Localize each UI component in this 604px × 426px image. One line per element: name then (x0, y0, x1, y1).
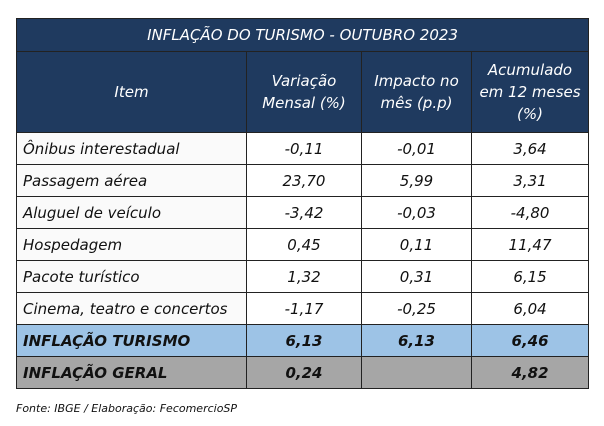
row-label: INFLAÇÃO TURISMO (16, 324, 247, 357)
cell-value: 11,47 (470, 228, 590, 261)
source-note: Fonte: IBGE / Elaboração: FecomercioSP (16, 402, 238, 415)
cell-value: -0,03 (361, 196, 472, 229)
cell-value: 0,11 (361, 228, 472, 261)
cell-value: 6,46 (470, 324, 590, 357)
table-row: Hospedagem 0,45 0,11 11,47 (16, 228, 590, 261)
row-label: Cinema, teatro e concertos (16, 292, 247, 325)
row-label: Aluguel de veículo (16, 196, 247, 229)
row-label: Passagem aérea (16, 164, 247, 197)
cell-value (361, 356, 472, 389)
cell-value: -1,17 (246, 292, 362, 325)
cell-value: 3,31 (470, 164, 590, 197)
inflation-table: INFLAÇÃO DO TURISMO - OUTUBRO 2023 Item V… (15, 18, 590, 389)
table-title: INFLAÇÃO DO TURISMO - OUTUBRO 2023 (15, 18, 590, 52)
cell-value: 0,24 (246, 356, 362, 389)
cell-value: 6,13 (361, 324, 472, 357)
table-row: Cinema, teatro e concertos -1,17 -0,25 6,04 (16, 292, 590, 325)
column-header: Impacto no mês (p.p) (361, 51, 472, 133)
row-label: INFLAÇÃO GERAL (16, 356, 247, 389)
row-label: Ônibus interestadual (16, 132, 247, 165)
column-header: Acumulado em 12 meses (%) (470, 51, 590, 133)
row-label: Pacote turístico (16, 260, 247, 293)
table-row: Aluguel de veículo -3,42 -0,03 -4,80 (16, 196, 590, 229)
cell-value: -0,11 (246, 132, 362, 165)
cell-value: 6,15 (470, 260, 590, 293)
column-header: Variação Mensal (%) (246, 51, 362, 133)
cell-value: 5,99 (361, 164, 472, 197)
cell-value: -3,42 (246, 196, 362, 229)
table-row: INFLAÇÃO TURISMO 6,13 6,13 6,46 (16, 324, 590, 357)
cell-value: -0,01 (361, 132, 472, 165)
row-label: Hospedagem (16, 228, 247, 261)
table-row: Ônibus interestadual -0,11 -0,01 3,64 (16, 132, 590, 165)
cell-value: -4,80 (470, 196, 590, 229)
cell-value: 1,32 (246, 260, 362, 293)
cell-value: 6,13 (246, 324, 362, 357)
cell-value: -0,25 (361, 292, 472, 325)
table-row: INFLAÇÃO GERAL 0,24 4,82 (16, 356, 590, 389)
column-header: Item (16, 51, 247, 133)
cell-value: 0,45 (246, 228, 362, 261)
table-row: Pacote turístico 1,32 0,31 6,15 (16, 260, 590, 293)
cell-value: 23,70 (246, 164, 362, 197)
cell-value: 0,31 (361, 260, 472, 293)
table-row: Passagem aérea 23,70 5,99 3,31 (16, 164, 590, 197)
cell-value: 6,04 (470, 292, 590, 325)
cell-value: 3,64 (470, 132, 590, 165)
cell-value: 4,82 (470, 356, 590, 389)
